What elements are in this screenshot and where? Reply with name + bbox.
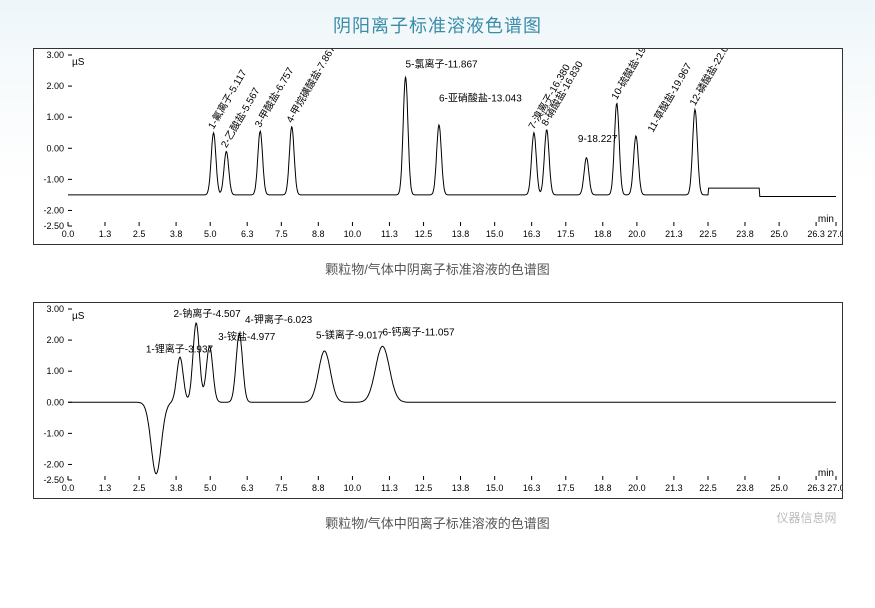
svg-text:27.0: 27.0 (827, 483, 842, 493)
watermark: 仪器信息网 (776, 509, 836, 526)
chart2-box: -2.50-2.00-1.000.001.002.003.000.01.32.5… (33, 302, 843, 499)
svg-text:11.3: 11.3 (380, 483, 397, 493)
svg-text:-2.00: -2.00 (43, 205, 64, 215)
svg-text:2-钠离子-4.507: 2-钠离子-4.507 (173, 307, 241, 320)
svg-text:2.5: 2.5 (132, 483, 145, 493)
svg-text:5.0: 5.0 (203, 229, 216, 239)
chart2-svg: -2.50-2.00-1.000.001.002.003.000.01.32.5… (34, 303, 842, 498)
chart2-caption: 颗粒物/气体中阳离子标准溶液的色谱图 (33, 513, 843, 532)
chart1-caption: 颗粒物/气体中阴离子标准溶液的色谱图 (33, 259, 843, 278)
svg-text:22.5: 22.5 (699, 229, 717, 239)
svg-text:8.8: 8.8 (312, 229, 325, 239)
svg-text:6.3: 6.3 (240, 483, 253, 493)
svg-text:11.3: 11.3 (380, 229, 397, 239)
svg-text:10-硫酸盐-19.293: 10-硫酸盐-19.293 (608, 49, 659, 102)
svg-text:17.5: 17.5 (557, 483, 575, 493)
svg-text:4-钾离子-6.023: 4-钾离子-6.023 (245, 313, 313, 326)
svg-text:26.3: 26.3 (807, 483, 825, 493)
svg-text:3.00: 3.00 (46, 50, 64, 60)
svg-text:12.5: 12.5 (414, 483, 432, 493)
svg-text:0.0: 0.0 (61, 229, 74, 239)
svg-text:4-甲烷磺酸盐-7.867: 4-甲烷磺酸盐-7.867 (283, 49, 338, 125)
svg-text:20.0: 20.0 (628, 483, 646, 493)
svg-text:16.3: 16.3 (522, 229, 540, 239)
svg-text:15.0: 15.0 (485, 483, 503, 493)
svg-text:6.3: 6.3 (240, 229, 253, 239)
svg-text:10.0: 10.0 (343, 483, 361, 493)
svg-text:3-铵盐-4.977: 3-铵盐-4.977 (218, 330, 276, 343)
svg-text:26.3: 26.3 (807, 229, 825, 239)
chart1-wrap: -2.50-2.00-1.000.001.002.003.000.01.32.5… (33, 48, 843, 278)
chart2-wrap: -2.50-2.00-1.000.001.002.003.000.01.32.5… (33, 302, 843, 532)
svg-text:15.0: 15.0 (485, 229, 503, 239)
svg-text:11-草酸盐-19.967: 11-草酸盐-19.967 (644, 60, 694, 134)
svg-text:3.00: 3.00 (46, 304, 64, 314)
svg-text:µS: µS (72, 311, 85, 322)
svg-text:25.0: 25.0 (770, 483, 788, 493)
svg-text:8.8: 8.8 (312, 483, 325, 493)
svg-text:1.3: 1.3 (98, 229, 111, 239)
svg-text:12.5: 12.5 (414, 229, 432, 239)
svg-text:21.3: 21.3 (665, 483, 683, 493)
svg-text:25.0: 25.0 (770, 229, 788, 239)
svg-text:2.5: 2.5 (132, 229, 145, 239)
svg-text:27.0: 27.0 (827, 229, 842, 239)
svg-text:10.0: 10.0 (343, 229, 361, 239)
svg-text:23.8: 23.8 (736, 483, 754, 493)
svg-text:µS: µS (72, 57, 85, 68)
svg-text:7.5: 7.5 (275, 483, 288, 493)
svg-text:2.00: 2.00 (46, 81, 64, 91)
svg-text:min: min (817, 214, 833, 225)
svg-text:1.00: 1.00 (46, 366, 64, 376)
svg-text:22.5: 22.5 (699, 483, 717, 493)
svg-text:-1.00: -1.00 (43, 428, 64, 438)
svg-text:1-锂离子-3.937: 1-锂离子-3.937 (145, 343, 213, 356)
chart1-box: -2.50-2.00-1.000.001.002.003.000.01.32.5… (33, 48, 843, 245)
svg-text:13.8: 13.8 (451, 483, 469, 493)
svg-text:18.8: 18.8 (593, 229, 611, 239)
svg-text:min: min (817, 468, 833, 479)
svg-text:23.8: 23.8 (736, 229, 754, 239)
svg-text:13.8: 13.8 (451, 229, 469, 239)
svg-text:7.5: 7.5 (275, 229, 288, 239)
svg-text:5.0: 5.0 (203, 483, 216, 493)
svg-text:17.5: 17.5 (557, 229, 575, 239)
svg-text:5-氯离子-11.867: 5-氯离子-11.867 (405, 57, 478, 70)
svg-text:5-镁离子-9.017: 5-镁离子-9.017 (315, 329, 383, 342)
svg-text:-2.00: -2.00 (43, 459, 64, 469)
svg-text:20.0: 20.0 (628, 229, 646, 239)
svg-text:3.8: 3.8 (169, 229, 182, 239)
svg-text:0.00: 0.00 (46, 143, 64, 153)
svg-text:3.8: 3.8 (169, 483, 182, 493)
svg-text:18.8: 18.8 (593, 483, 611, 493)
svg-text:12-磷酸盐-22.043: 12-磷酸盐-22.043 (686, 49, 737, 108)
svg-text:2.00: 2.00 (46, 335, 64, 345)
svg-text:16.3: 16.3 (522, 483, 540, 493)
svg-text:6-亚硝酸盐-13.043: 6-亚硝酸盐-13.043 (439, 92, 522, 105)
svg-text:6-钙离子-11.057: 6-钙离子-11.057 (382, 325, 455, 338)
svg-text:-1.00: -1.00 (43, 174, 64, 184)
page-title: 阴阳离子标准溶液色谱图 (0, 0, 875, 48)
svg-text:1.00: 1.00 (46, 112, 64, 122)
svg-text:1.3: 1.3 (98, 483, 111, 493)
svg-text:9-18.227: 9-18.227 (577, 134, 617, 145)
svg-text:0.0: 0.0 (61, 483, 74, 493)
chart1-svg: -2.50-2.00-1.000.001.002.003.000.01.32.5… (34, 49, 842, 244)
svg-text:21.3: 21.3 (665, 229, 683, 239)
svg-text:0.00: 0.00 (46, 397, 64, 407)
